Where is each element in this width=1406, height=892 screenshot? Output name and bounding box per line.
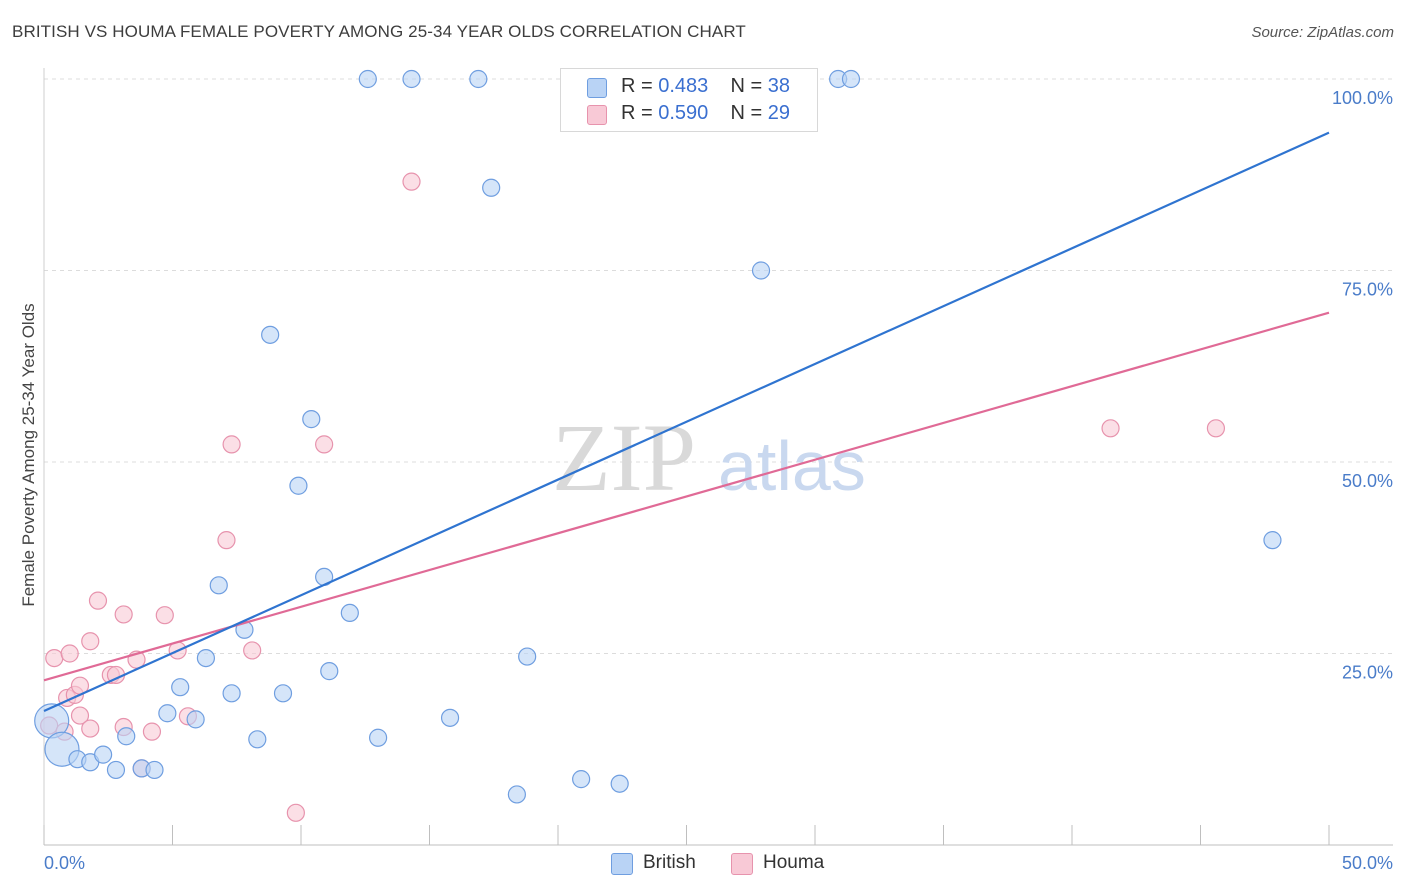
watermark-zip: ZIP (552, 404, 696, 511)
british-point (402, 69, 421, 89)
y-tick-label: 25.0% (1342, 663, 1393, 683)
houma-point (60, 644, 79, 663)
british-point (1263, 531, 1282, 550)
houma-r-value: 0.590 (658, 102, 709, 124)
british-trend-line (43, 131, 1330, 712)
british-point (106, 760, 126, 780)
x-tick-max: 50.0% (1342, 853, 1393, 873)
british-point (222, 684, 241, 703)
british-n-value: 38 (767, 75, 791, 97)
british-point (369, 728, 388, 747)
houma-point (114, 605, 133, 624)
british-point (289, 476, 308, 495)
british-point (145, 760, 164, 780)
source-label: Source: ZipAtlas.com (1251, 24, 1394, 41)
y-tick-label: 100.0% (1332, 88, 1393, 108)
british-r-label: R = (621, 75, 659, 97)
british-point (302, 410, 321, 429)
houma-point (81, 719, 100, 738)
houma-n-label: N = (730, 102, 768, 124)
british-point (171, 678, 190, 697)
british-legend-label: British (643, 852, 696, 873)
trend-lines (43, 131, 1330, 712)
british-point (209, 576, 228, 595)
houma-point (81, 632, 100, 651)
british-r-value: 0.483 (658, 75, 709, 97)
british-point (507, 785, 526, 804)
houma-legend-swatch (731, 853, 753, 875)
x-tick-min: 0.0% (44, 853, 85, 873)
houma-point (155, 606, 174, 625)
houma-legend-label: Houma (763, 852, 825, 873)
houma-point (142, 722, 162, 741)
chart-title: BRITISH VS HOUMA FEMALE POVERTY AMONG 25… (12, 22, 746, 41)
houma-point (243, 641, 262, 660)
british-n-label: N = (730, 75, 768, 97)
houma-point (70, 706, 90, 725)
british-point (469, 69, 488, 89)
houma-point (1206, 419, 1226, 438)
gridlines (44, 78, 1393, 654)
british-point (273, 684, 293, 703)
houma-swatch (587, 105, 607, 125)
correlation-legend: R = 0.483 N = 38 R = 0.590 N = 29 (560, 68, 818, 132)
british-point (841, 69, 861, 89)
houma-r-label: R = (621, 102, 659, 124)
british-point (248, 730, 267, 749)
british-point (94, 745, 113, 764)
houma-n-value: 29 (767, 102, 791, 124)
british-point (610, 774, 629, 793)
y-tick-label: 75.0% (1342, 280, 1393, 300)
houma-point (402, 172, 421, 191)
british-point (261, 325, 280, 344)
y-tick-label: 50.0% (1342, 471, 1393, 491)
british-point (340, 603, 359, 623)
british-point (186, 710, 205, 729)
british-point (158, 704, 177, 723)
houma-point (315, 435, 334, 454)
houma-point (88, 591, 108, 610)
british-legend-swatch (611, 853, 633, 875)
houma-trend-line (43, 311, 1330, 682)
british-point (358, 69, 377, 89)
british-point (518, 647, 537, 666)
british-point (320, 662, 339, 681)
british-point (196, 648, 216, 668)
british-point (572, 770, 591, 789)
houma-point (1101, 419, 1120, 438)
houma-point (45, 648, 64, 668)
british-point (440, 708, 460, 727)
british-point (751, 261, 771, 280)
british-point (117, 727, 136, 746)
houma-point (286, 803, 305, 822)
y-tick-labels: 25.0% 50.0% 75.0% 100.0% (1332, 88, 1393, 683)
houma-point (222, 435, 241, 454)
british-swatch (587, 78, 607, 98)
y-axis-label: Female Poverty Among 25-34 Year Olds (19, 303, 38, 606)
houma-point (217, 531, 236, 550)
watermark: ZIP atlas (552, 404, 866, 511)
british-point (482, 178, 501, 197)
